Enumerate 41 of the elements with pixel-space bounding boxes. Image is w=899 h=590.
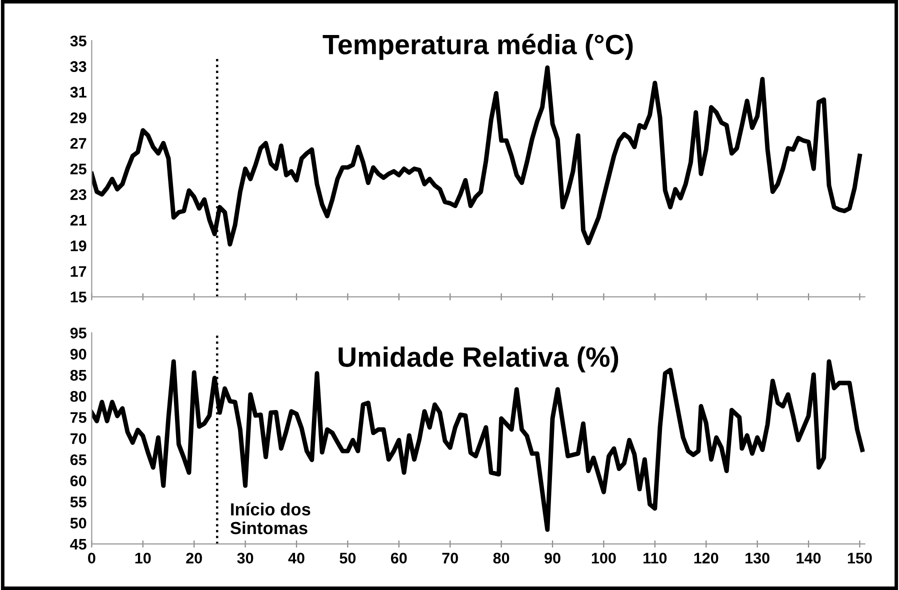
y-tick-label: 21 <box>70 214 86 226</box>
y-tick-label: 65 <box>70 454 86 466</box>
chart-title: Umidade Relativa (%) <box>338 346 618 372</box>
y-tick-label: 60 <box>70 475 86 486</box>
y-tick-label: 50 <box>70 518 86 529</box>
y-tick-label: 27 <box>70 138 86 149</box>
x-tick-label: 40 <box>288 552 304 564</box>
y-tick-label: 75 <box>70 412 86 423</box>
y-tick-label: 31 <box>70 86 86 98</box>
y-tick-label: 23 <box>70 189 86 200</box>
ref-line-label: Início dos Sintomas <box>230 502 310 534</box>
y-tick-label: 35 <box>70 36 86 46</box>
x-tick-label: 20 <box>186 552 202 564</box>
y-tick-label: 15 <box>70 292 86 302</box>
y-tick-label: 45 <box>70 539 86 550</box>
y-tick-label: 29 <box>70 112 86 124</box>
x-tick-label: 70 <box>442 552 458 564</box>
x-tick-label: 130 <box>746 552 770 564</box>
y-tick-label: 19 <box>70 240 86 252</box>
x-tick-label: 10 <box>135 552 151 564</box>
y-tick-label: 70 <box>70 433 86 444</box>
x-tick-label: 0 <box>88 552 96 564</box>
x-tick-label: 90 <box>544 552 560 564</box>
y-tick-label: 85 <box>70 370 86 381</box>
x-tick-label: 100 <box>592 552 616 564</box>
y-tick-label: 33 <box>70 61 86 72</box>
y-tick-label: 55 <box>70 496 86 508</box>
x-tick-label: 80 <box>493 552 510 564</box>
y-tick-label: 17 <box>70 266 86 277</box>
y-tick-label: 90 <box>70 348 86 360</box>
x-tick-label: 50 <box>340 552 356 564</box>
y-tick-label: 95 <box>70 328 86 338</box>
y-tick-label: 25 <box>70 164 86 174</box>
x-tick-label: 60 <box>390 552 407 564</box>
x-tick-label: 30 <box>237 552 254 564</box>
x-tick-label: 120 <box>694 552 718 564</box>
x-tick-label: 110 <box>644 552 667 564</box>
x-tick-label: 140 <box>796 552 821 564</box>
x-tick-label: 150 <box>848 552 872 564</box>
y-tick-label: 80 <box>70 390 86 402</box>
chart-title: Temperatura média (°C) <box>322 34 633 60</box>
